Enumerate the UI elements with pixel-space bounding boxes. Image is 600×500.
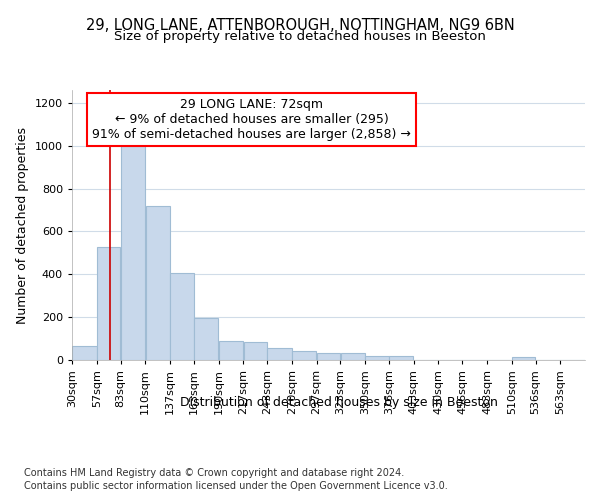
Bar [194,318,218,360]
Bar [97,248,121,360]
Bar [219,340,243,360]
Bar [121,146,145,360]
Bar [292,352,316,360]
Text: Distribution of detached houses by size in Beeston: Distribution of detached houses by size … [180,396,498,409]
Y-axis label: Number of detached properties: Number of detached properties [16,126,29,324]
Bar [146,206,170,360]
Bar [365,356,389,360]
Bar [512,357,535,360]
Text: Contains HM Land Registry data © Crown copyright and database right 2024.: Contains HM Land Registry data © Crown c… [24,468,404,477]
Bar [317,353,340,360]
Bar [72,346,97,360]
Text: 29, LONG LANE, ATTENBOROUGH, NOTTINGHAM, NG9 6BN: 29, LONG LANE, ATTENBOROUGH, NOTTINGHAM,… [86,18,514,32]
Text: Contains public sector information licensed under the Open Government Licence v3: Contains public sector information licen… [24,481,448,491]
Bar [341,353,365,360]
Bar [389,356,413,360]
Bar [244,342,267,360]
Text: 29 LONG LANE: 72sqm
← 9% of detached houses are smaller (295)
91% of semi-detach: 29 LONG LANE: 72sqm ← 9% of detached hou… [92,98,411,141]
Bar [268,348,292,360]
Text: Size of property relative to detached houses in Beeston: Size of property relative to detached ho… [114,30,486,43]
Bar [170,273,194,360]
